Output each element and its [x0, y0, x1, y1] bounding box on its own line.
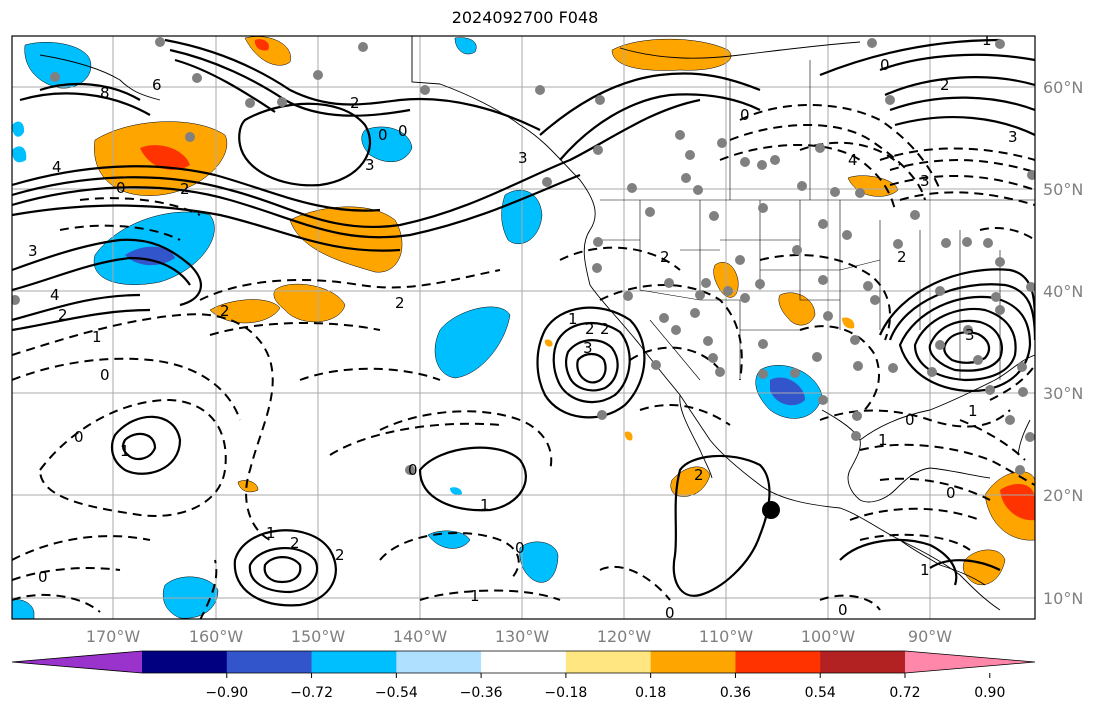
contour-label: 2: [290, 534, 300, 552]
contour-label: 0: [740, 106, 750, 124]
contour-label: 3: [583, 339, 593, 357]
contour-label: 0: [398, 122, 408, 140]
latitude-labels: 60°N 50°N 40°N 30°N 20°N 10°N: [1043, 78, 1083, 608]
contour-label: 2: [180, 180, 190, 198]
contour-label: 0: [665, 604, 675, 622]
longitude-labels: 170°W 160°W 150°W 140°W 130°W 120°W 110°…: [86, 627, 952, 646]
colorbar-tick-label: −0.36: [460, 685, 503, 701]
contour-label: 1: [968, 402, 978, 420]
contour-label: 1: [878, 431, 888, 449]
contour-label: 0: [880, 56, 890, 74]
contour-label: 0: [38, 568, 48, 586]
map-frame: [11, 35, 1036, 620]
contour-label: 2: [940, 76, 950, 94]
colorbar-tick-label: −0.54: [375, 685, 418, 701]
station-markers: [12, 37, 1035, 475]
contour-label: 3: [920, 172, 930, 190]
colorbar-segment: [481, 651, 567, 673]
contour-label: 1: [982, 31, 992, 49]
colorbar-segment: [142, 651, 228, 673]
contour-label: 1: [920, 561, 930, 579]
lat-label: 40°N: [1043, 282, 1083, 301]
colorbar-tick-label: −0.90: [205, 685, 248, 701]
contour-label: 0: [515, 539, 525, 557]
lat-label: 10°N: [1043, 589, 1083, 608]
lon-label: 170°W: [86, 627, 141, 646]
contour-label: 0: [408, 461, 418, 479]
contour-label: 3: [1008, 128, 1018, 146]
colorbar-tick-label: 0.72: [889, 685, 920, 701]
colorbar-segment: [226, 651, 313, 673]
contour-label: 8: [100, 84, 110, 102]
colorbar: −0.90 −0.72 −0.54 −0.36 −0.18 0.18 0.36 0.54 0.7…: [11, 650, 1036, 701]
lon-label: 90°W: [908, 627, 952, 646]
lon-label: 100°W: [801, 627, 856, 646]
colorbar-segment: [311, 651, 397, 673]
colorbar-segment: [820, 651, 906, 673]
contour-label: 2: [395, 294, 405, 312]
map-panel: 8 6 4 3 2 0 2 4 3 0 0 2 3 2 1 0 2 2 1 2 …: [12, 31, 1035, 622]
colorbar-segment: [735, 651, 821, 673]
lon-label: 110°W: [699, 627, 754, 646]
contour-label: 2: [694, 466, 704, 484]
contour-label: 0: [905, 411, 915, 429]
colorbar-extend-high: [905, 651, 1035, 673]
contour-label: 2: [600, 320, 610, 338]
colorbar-tick-label: −0.18: [544, 685, 587, 701]
lon-label: 160°W: [189, 627, 244, 646]
lat-label: 50°N: [1043, 180, 1083, 199]
contour-label: 1: [266, 524, 276, 542]
map-title: 2024092700 F048: [451, 8, 599, 27]
contour-label: 1: [120, 442, 130, 460]
colorbar-tick-label: 0.18: [635, 685, 666, 701]
contour-label: 3: [365, 156, 375, 174]
contour-label: 0: [74, 428, 84, 446]
contour-label: 1: [470, 587, 480, 605]
contour-label: 2: [897, 248, 907, 266]
colorbar-segment: [396, 651, 482, 673]
contour-label: 4: [848, 151, 858, 169]
storm-marker: [762, 501, 780, 519]
contour-label: 3: [28, 242, 38, 260]
contour-label: 2: [660, 248, 670, 266]
colorbar-tick-label: 0.36: [720, 685, 751, 701]
colorbar-segment: [650, 651, 736, 673]
lon-label: 150°W: [291, 627, 346, 646]
contour-label: 2: [350, 94, 360, 112]
colorbar-extend-low: [12, 651, 142, 673]
colorbar-tick-label: −0.72: [290, 685, 333, 701]
colorbar-outline: [11, 650, 1036, 674]
contour-label: 0: [116, 179, 126, 197]
contour-label: 2: [335, 546, 345, 564]
lon-label: 130°W: [495, 627, 550, 646]
contour-label: 4: [52, 158, 62, 176]
contour-label: 1: [92, 328, 102, 346]
colorbar-tick-label: 0.54: [805, 685, 836, 701]
colorbar-tick-label: 0.90: [974, 685, 1005, 701]
colorbar-segment: [565, 651, 652, 673]
contour-label: 0: [100, 366, 110, 384]
dashed-contours: [12, 104, 1035, 619]
lat-label: 60°N: [1043, 78, 1083, 97]
contour-label: 3: [965, 326, 975, 344]
contour-label: 3: [518, 149, 528, 167]
contour-label: 1: [568, 310, 578, 328]
lat-label: 20°N: [1043, 486, 1083, 505]
contour-label: 0: [838, 601, 848, 619]
contour-label: 2: [220, 302, 230, 320]
contour-label: 2: [58, 306, 68, 324]
contour-label: 4: [50, 286, 60, 304]
contour-label: 2: [585, 320, 595, 338]
contour-label: 0: [946, 484, 956, 502]
lat-label: 30°N: [1043, 384, 1083, 403]
graticule: [12, 36, 1035, 619]
contour-labels: 8 6 4 3 2 0 2 4 3 0 0 2 3 2 1 0 2 2 1 2 …: [28, 31, 1018, 622]
lon-label: 140°W: [393, 627, 448, 646]
contour-label: 0: [378, 126, 388, 144]
lon-label: 120°W: [597, 627, 652, 646]
contour-label: 6: [152, 76, 162, 94]
contour-label: 1: [480, 496, 490, 514]
